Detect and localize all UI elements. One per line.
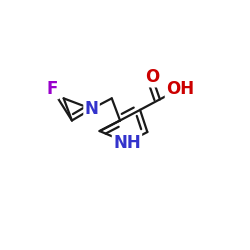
Text: N: N [84,100,98,118]
Text: O: O [145,68,159,86]
Text: F: F [46,80,58,98]
Text: NH: NH [113,134,141,152]
Text: OH: OH [166,80,194,98]
